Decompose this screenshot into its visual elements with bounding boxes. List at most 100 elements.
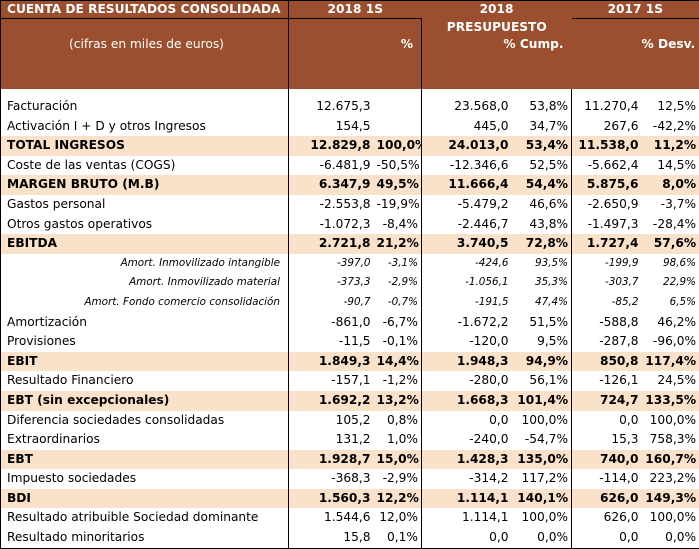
row-value-d: 35,3% <box>512 273 572 293</box>
row-value-e: 11.538,0 <box>572 136 642 156</box>
table-row: TOTAL INGRESOS12.829,8100,0%24.013,053,4… <box>1 136 699 156</box>
row-value-e: 267,6 <box>572 117 642 137</box>
row-value-d: 140,1% <box>512 489 572 509</box>
table-row: Otros gastos operativos-1.072,3-8,4%-2.4… <box>1 215 699 235</box>
row-value-a: -157,1 <box>289 371 374 391</box>
row-value-e: 0,0 <box>572 528 642 548</box>
row-label: EBT (sin excepcionales) <box>1 391 289 411</box>
row-value-f: 6,5% <box>642 293 699 313</box>
row-value-c: -1.056,1 <box>422 273 512 293</box>
row-value-b <box>374 117 422 137</box>
row-label: Diferencia sociedades consolidadas <box>1 411 289 431</box>
row-value-a: 1.560,3 <box>289 489 374 509</box>
row-value-e: -85,2 <box>572 293 642 313</box>
row-value-d: 34,7% <box>512 117 572 137</box>
row-value-e: 15,3 <box>572 430 642 450</box>
row-value-c: -5.479,2 <box>422 195 512 215</box>
row-value-d: 93,5% <box>512 254 572 274</box>
row-value-b: -3,1% <box>374 254 422 274</box>
row-label: Resultado Financiero <box>1 371 289 391</box>
row-value-e: -287,8 <box>572 332 642 352</box>
header-2018-1s: 2018 1S <box>289 1 422 19</box>
row-value-c: -12.346,6 <box>422 156 512 176</box>
row-label: Activación I + D y otros Ingresos <box>1 117 289 137</box>
row-value-a: 1.849,3 <box>289 352 374 372</box>
row-value-a: 131,2 <box>289 430 374 450</box>
row-value-f: 12,5% <box>642 97 699 117</box>
row-value-c: 445,0 <box>422 117 512 137</box>
row-value-d: 135,0% <box>512 450 572 470</box>
row-value-a: 105,2 <box>289 411 374 431</box>
header-budget-cell: PRESUPUESTO % Cump. <box>422 19 572 90</box>
row-value-f: 24,5% <box>642 371 699 391</box>
row-value-b: 49,5% <box>374 175 422 195</box>
row-value-f: 22,9% <box>642 273 699 293</box>
row-label: BDI <box>1 489 289 509</box>
row-value-c: 3.740,5 <box>422 234 512 254</box>
row-value-c: -2.446,7 <box>422 215 512 235</box>
row-value-b: 12,2% <box>374 489 422 509</box>
row-value-a: 1.928,7 <box>289 450 374 470</box>
row-value-f: 160,7% <box>642 450 699 470</box>
row-value-c: -240,0 <box>422 430 512 450</box>
header-2018: 2018 <box>422 1 572 19</box>
row-value-c: -424,6 <box>422 254 512 274</box>
row-value-f: -42,2% <box>642 117 699 137</box>
row-value-b: 21,2% <box>374 234 422 254</box>
row-value-d: 117,2% <box>512 469 572 489</box>
row-value-b: 13,2% <box>374 391 422 411</box>
header-2018-1s-pct: % <box>374 19 422 90</box>
row-value-a: -373,3 <box>289 273 374 293</box>
row-value-b: 12,0% <box>374 508 422 528</box>
row-value-b: -19,9% <box>374 195 422 215</box>
row-value-d: 72,8% <box>512 234 572 254</box>
row-value-a: 12.675,3 <box>289 97 374 117</box>
row-value-b: -6,7% <box>374 313 422 333</box>
row-value-f: 758,3% <box>642 430 699 450</box>
row-value-b: 14,4% <box>374 352 422 372</box>
spacer-row <box>1 89 699 97</box>
row-value-d: 43,8% <box>512 215 572 235</box>
row-value-a: 1.692,2 <box>289 391 374 411</box>
row-value-f: 149,3% <box>642 489 699 509</box>
row-value-e: -199,9 <box>572 254 642 274</box>
row-value-a: -368,3 <box>289 469 374 489</box>
row-label: Amort. Inmovilizado material <box>1 273 289 293</box>
row-value-f: 46,2% <box>642 313 699 333</box>
row-value-b: -2,9% <box>374 469 422 489</box>
row-value-f: 8,0% <box>642 175 699 195</box>
row-value-a: 2.721,8 <box>289 234 374 254</box>
row-value-b: -8,4% <box>374 215 422 235</box>
row-value-b: 100,0% <box>374 136 422 156</box>
row-value-c: 23.568,0 <box>422 97 512 117</box>
header-2017-1s-value <box>572 19 642 90</box>
table-row: Amort. Inmovilizado intangible-397,0-3,1… <box>1 254 699 274</box>
row-value-d: 0,0% <box>512 528 572 548</box>
row-label: Facturación <box>1 97 289 117</box>
row-value-f: -3,7% <box>642 195 699 215</box>
row-value-e: -303,7 <box>572 273 642 293</box>
row-value-a: -397,0 <box>289 254 374 274</box>
row-value-c: 1.114,1 <box>422 508 512 528</box>
row-value-d: 94,9% <box>512 352 572 372</box>
row-value-d: -54,7% <box>512 430 572 450</box>
row-value-b <box>374 97 422 117</box>
table-header: CUENTA DE RESULTADOS CONSOLIDADA 2018 1S… <box>1 1 699 90</box>
row-value-f: 100,0% <box>642 508 699 528</box>
row-value-e: 11.270,4 <box>572 97 642 117</box>
row-value-d: 56,1% <box>512 371 572 391</box>
row-label: TOTAL INGRESOS <box>1 136 289 156</box>
